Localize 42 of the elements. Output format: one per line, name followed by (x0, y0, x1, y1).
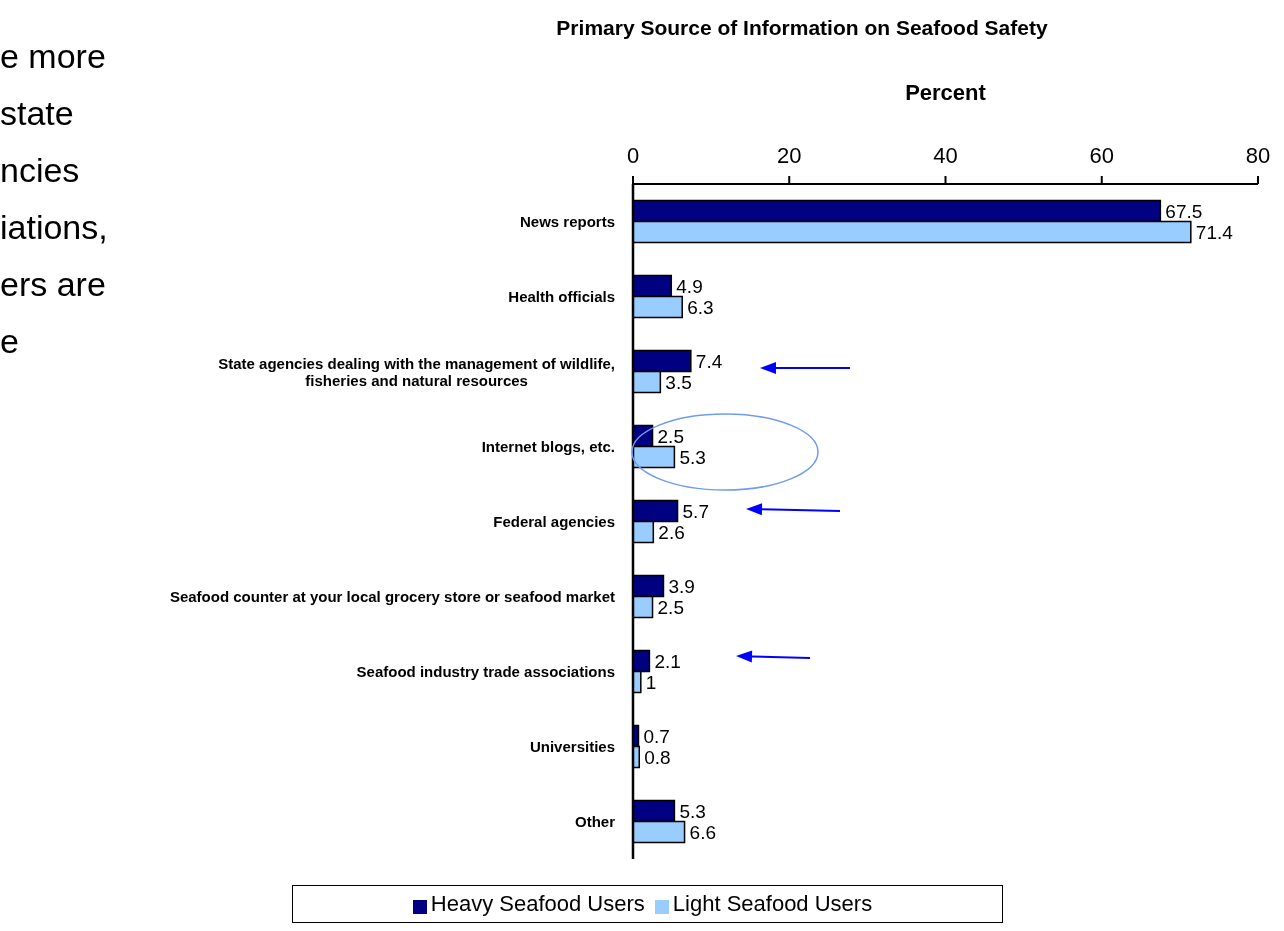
data-label: 0.8 (644, 746, 671, 768)
text: ers are (0, 264, 107, 305)
data-label: 3.9 (668, 575, 695, 597)
data-label: 2.5 (657, 596, 684, 618)
text: ncies (0, 150, 81, 191)
data-label: 2.6 (658, 521, 685, 543)
data-label: 67.5 (1165, 200, 1203, 222)
y-tick-label: State agencies dealing with the management of wildlife, fisheries and natural resources (218, 354, 615, 389)
x-tick-label: 40 (933, 143, 958, 168)
x-tick-label: 20 (777, 143, 802, 168)
data-label: 6.6 (689, 821, 716, 843)
data-label: 6.3 (687, 296, 714, 318)
data-label: 5.3 (679, 800, 706, 822)
data-label: 2.5 (657, 425, 684, 447)
x-tick-label: 60 (1089, 143, 1114, 168)
text: e more (0, 36, 107, 77)
data-label: 5.3 (679, 446, 706, 468)
y-tick-label: Internet blogs, etc. (481, 438, 615, 455)
text: e (0, 321, 20, 362)
x-axis-title: Percent (905, 80, 986, 106)
y-tick-label: Universities (529, 738, 615, 755)
text: state (0, 93, 75, 134)
data-label: 7.4 (695, 350, 723, 372)
y-tick-label: Seafood industry trade associations (356, 663, 615, 680)
y-tick-label: Other (574, 813, 616, 830)
x-tick-label: 0 (626, 143, 640, 168)
y-tick-label: Health officials (508, 288, 616, 305)
legend-label: Light Seafood Users (672, 891, 873, 916)
chart-title: Primary Source of Information on Seafood Safety (556, 16, 1048, 40)
data-label: 3.5 (665, 371, 692, 393)
data-label: 1 (645, 671, 657, 693)
y-tick-label: Federal agencies (493, 513, 615, 530)
x-tick-label: 80 (1245, 143, 1271, 168)
y-tick-label: News reports (519, 213, 616, 230)
data-label: 0.7 (643, 725, 670, 747)
data-label: 71.4 (1195, 221, 1234, 243)
data-label: 4.9 (676, 275, 703, 297)
data-label: 5.7 (682, 500, 709, 522)
y-tick-label: Seafood counter at your local grocery store or seafood market (169, 588, 615, 605)
text: iations, (0, 207, 108, 248)
legend-label: Heavy Seafood Users (430, 891, 645, 916)
data-label: 2.1 (654, 650, 681, 672)
